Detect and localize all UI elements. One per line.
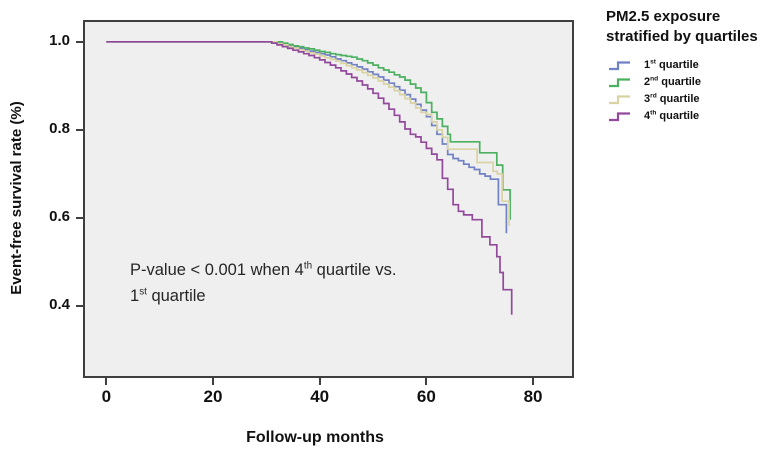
step-line-icon <box>609 94 630 104</box>
legend-item-quartile-2: 2nd quartile <box>608 74 764 91</box>
x-tick-label: 20 <box>203 387 223 406</box>
x-tick-mark <box>318 378 321 385</box>
plot-area: P-value < 0.001 when 4th quartile vs. 1s… <box>83 20 574 378</box>
legend-item-quartile-3: 3rd quartile <box>608 91 764 108</box>
annotation-line2: 1st quartile <box>130 286 206 305</box>
step-line-icon <box>609 77 630 87</box>
y-tick-mark <box>76 304 83 307</box>
x-tick-mark <box>105 378 108 385</box>
annotation-line1: P-value < 0.001 when 4th quartile vs. <box>130 260 397 279</box>
legend-items: 1st quartile 2nd quartile 3rd quartile 4th … <box>606 57 764 125</box>
step-line-icon <box>609 111 630 121</box>
km-curve-quartile-4 <box>106 40 513 315</box>
x-axis-label: Follow-up months <box>246 429 384 446</box>
y-tick-label: 0.8 <box>49 119 70 137</box>
y-tick-mark <box>76 128 83 131</box>
y-tick-label: 0.4 <box>49 295 70 313</box>
km-curve-quartile-3 <box>106 40 510 226</box>
legend-title: PM2.5 exposure stratified by quartiles <box>606 7 764 47</box>
y-tick-label: 0.6 <box>49 207 70 225</box>
x-tick-label: 60 <box>416 387 436 406</box>
x-tick-mark <box>212 378 215 385</box>
x-tick-mark <box>532 378 535 385</box>
y-tick-label: 1.0 <box>49 31 70 49</box>
legend-item-label: 4th quartile <box>644 109 700 123</box>
y-tick-mark <box>76 216 83 219</box>
x-tick-label: 0 <box>101 387 112 406</box>
legend-item-quartile-4: 4th quartile <box>608 108 764 125</box>
km-curve-quartile-2 <box>106 40 511 220</box>
km-curves <box>106 40 513 315</box>
legend-title-line1: PM2.5 exposure <box>606 8 721 25</box>
legend-item-label: 2nd quartile <box>644 75 701 89</box>
y-axis-label: Event-free survival rate (%) <box>8 101 25 295</box>
legend-item-label: 1st quartile <box>644 58 699 72</box>
legend-item-quartile-1: 1st quartile <box>608 57 764 74</box>
x-tick-mark <box>425 378 428 385</box>
legend-title-line2: stratified by quartiles <box>606 27 758 45</box>
x-tick-label: 40 <box>310 387 330 406</box>
legend: PM2.5 exposure stratified by quartiles 1… <box>606 7 764 125</box>
step-line-icon <box>609 60 630 70</box>
pvalue-annotation: P-value < 0.001 when 4th quartile vs. 1s… <box>130 258 460 309</box>
legend-item-label: 3rd quartile <box>644 92 700 106</box>
x-tick-label: 80 <box>523 387 543 406</box>
y-tick-mark <box>76 40 83 43</box>
